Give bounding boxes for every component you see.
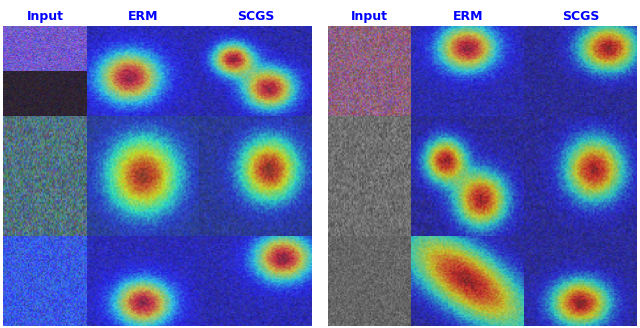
Text: ERM: ERM <box>452 10 483 23</box>
Text: ERM: ERM <box>128 10 158 23</box>
Text: Input: Input <box>26 10 63 23</box>
Text: SCGS: SCGS <box>562 10 599 23</box>
Text: Input: Input <box>351 10 388 23</box>
Text: SCGS: SCGS <box>237 10 275 23</box>
